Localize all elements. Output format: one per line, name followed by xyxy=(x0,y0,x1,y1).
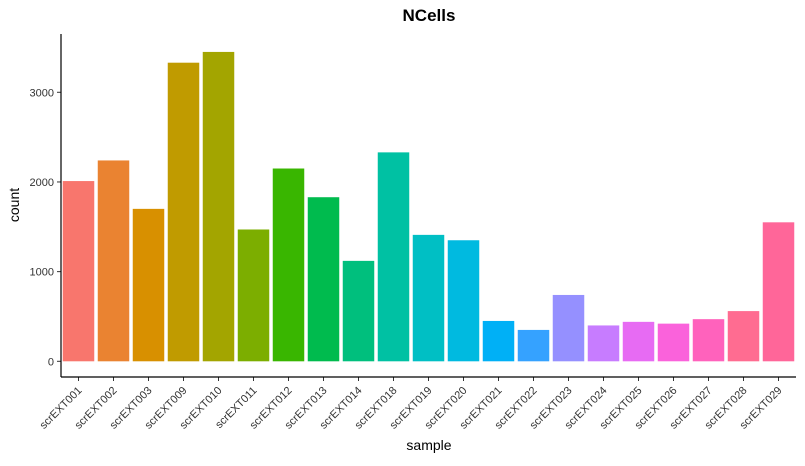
bar-scrEXT020 xyxy=(447,240,480,362)
bar-scrEXT011 xyxy=(237,229,270,362)
y-tick-label: 1000 xyxy=(30,267,54,279)
y-tick-label: 0 xyxy=(48,356,54,368)
bar-scrEXT029 xyxy=(762,222,795,362)
bar-scrEXT018 xyxy=(377,152,410,362)
bar-scrEXT027 xyxy=(692,319,725,362)
bar-scrEXT003 xyxy=(132,208,165,362)
bar-scrEXT022 xyxy=(517,329,550,362)
bar-scrEXT012 xyxy=(272,168,305,362)
bar-scrEXT023 xyxy=(552,294,585,362)
x-axis-ticks: scrEXT001scrEXT002scrEXT003scrEXT009scrE… xyxy=(38,377,785,432)
bar-scrEXT024 xyxy=(587,325,620,362)
bars-group xyxy=(62,51,795,362)
chart-title: NCells xyxy=(403,6,456,25)
bar-scrEXT014 xyxy=(342,260,375,362)
bar-scrEXT001 xyxy=(62,181,95,362)
bar-scrEXT009 xyxy=(167,62,200,362)
bar-scrEXT025 xyxy=(622,321,655,362)
x-axis-title: sample xyxy=(406,437,451,453)
bar-scrEXT002 xyxy=(97,160,130,362)
y-axis-title: count xyxy=(6,188,22,222)
bar-scrEXT010 xyxy=(202,51,235,362)
bar-scrEXT028 xyxy=(727,311,760,362)
y-tick-label: 2000 xyxy=(30,177,54,189)
y-tick-label: 3000 xyxy=(30,87,54,99)
bar-scrEXT026 xyxy=(657,323,690,362)
bar-scrEXT021 xyxy=(482,320,515,362)
bar-scrEXT019 xyxy=(412,234,445,362)
bar-scrEXT013 xyxy=(307,197,340,362)
y-axis-ticks: 0 1000 2000 3000 xyxy=(30,87,61,368)
